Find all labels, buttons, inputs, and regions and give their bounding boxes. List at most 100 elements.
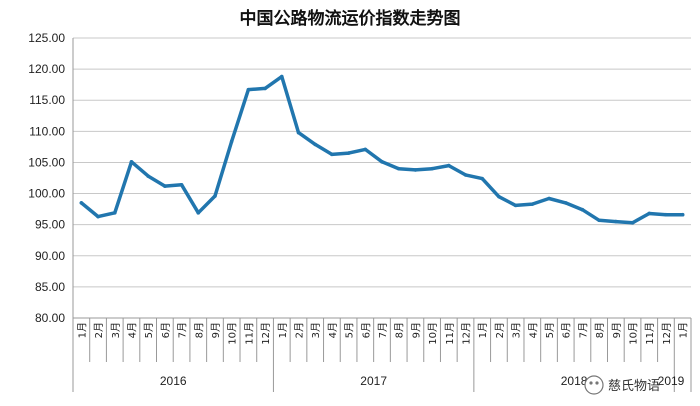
watermark-text: 慈氏物语 [608, 379, 660, 394]
x-tick-label: 7月 [577, 322, 589, 338]
y-tick-label: 80.00 [35, 311, 65, 325]
x-tick-label: 10月 [227, 322, 239, 345]
data-point [213, 194, 217, 198]
y-tick-label: 100.00 [28, 187, 65, 201]
data-point [263, 86, 267, 91]
x-tick-label: 3月 [110, 322, 122, 338]
data-point [346, 151, 351, 155]
series-line [79, 74, 685, 225]
x-tick-label: 10月 [628, 322, 640, 345]
data-point [279, 74, 284, 79]
x-tick-label: 2月 [93, 322, 105, 338]
data-point [563, 201, 568, 205]
data-point [179, 183, 184, 187]
chart-title: 中国公路物流运价指数走势图 [240, 8, 461, 29]
x-tick-label: 4月 [527, 322, 539, 338]
data-point [547, 196, 551, 201]
watermark: 慈氏物语 [584, 375, 660, 395]
x-tick-label: 1月 [76, 322, 88, 338]
x-tick-label: 9月 [210, 322, 222, 338]
data-points [79, 74, 685, 225]
data-point [96, 214, 100, 219]
x-tick-label: 12月 [260, 322, 272, 345]
data-point [112, 211, 117, 215]
data-point [79, 201, 84, 205]
data-point [296, 130, 301, 135]
data-point [430, 166, 434, 171]
wechat-icon-eye [589, 381, 593, 385]
data-point [313, 142, 317, 147]
y-tick-label: 120.00 [28, 62, 65, 76]
x-tick-label: 8月 [193, 322, 205, 338]
data-point [129, 160, 134, 164]
data-point [413, 168, 418, 172]
y-tick-label: 115.00 [29, 93, 65, 107]
data-point [196, 211, 201, 215]
x-tick-label: 11月 [243, 322, 255, 345]
data-point [447, 163, 451, 168]
data-point [497, 194, 501, 199]
x-tick-label: 6月 [561, 322, 573, 338]
data-point [229, 139, 234, 144]
x-tick-label: 7月 [377, 322, 389, 338]
data-point [480, 176, 485, 181]
x-tick-label: 1月 [277, 322, 289, 338]
year-label: 2016 [160, 374, 187, 388]
data-point [330, 152, 334, 157]
x-tick-label: 1月 [477, 322, 489, 338]
data-point [680, 212, 685, 217]
x-tick-label: 7月 [177, 322, 189, 338]
x-tick-label: 12月 [461, 322, 473, 345]
gridlines [73, 37, 691, 319]
wechat-icon [584, 375, 604, 395]
y-tick-label: 85.00 [35, 280, 65, 294]
year-label: 2019 [658, 374, 685, 388]
data-point [647, 211, 652, 216]
x-tick-label: 8月 [594, 322, 606, 338]
wechat-icon-eye [595, 381, 599, 385]
x-tick-label: 2月 [494, 322, 506, 338]
data-point [163, 184, 167, 188]
y-tick-label: 110.00 [29, 124, 65, 138]
year-label: 2018 [561, 374, 588, 388]
x-tick-label: 8月 [394, 322, 406, 338]
x-tick-label: 6月 [160, 322, 172, 338]
x-tick-label: 11月 [444, 322, 456, 345]
x-tick-label: 5月 [544, 322, 556, 338]
data-point [463, 173, 468, 177]
x-axis: 1月 2月 3月 4月 5月 6月 7月 8月 9月 10月 11月 12月 1月 2月 3月 4月 5月 6月 7… [72, 317, 692, 392]
y-tick-label: 105.00 [28, 155, 65, 169]
data-point [614, 219, 618, 224]
year-label: 2017 [360, 374, 387, 388]
x-tick-label: 6月 [360, 322, 372, 338]
y-tick-label: 90.00 [35, 249, 65, 263]
x-tick-label: 1月 [678, 322, 690, 338]
x-tick-label: 4月 [327, 322, 339, 338]
x-tick-label: 3月 [310, 322, 322, 338]
data-point [580, 207, 585, 212]
x-tick-label: 3月 [511, 322, 523, 338]
x-tick-label: 9月 [410, 322, 422, 338]
data-point [246, 87, 251, 92]
data-point [146, 174, 150, 178]
y-tick-label: 125.00 [28, 31, 65, 45]
x-tick-label: 12月 [661, 322, 673, 345]
data-point [664, 212, 668, 217]
x-tick-label: 5月 [143, 322, 155, 338]
x-tick-label: 10月 [427, 322, 439, 345]
y-tick-label: 95.00 [35, 218, 65, 232]
x-tick-label: 9月 [611, 322, 623, 338]
data-point [530, 202, 535, 206]
x-tick-label: 5月 [344, 322, 356, 338]
data-point [363, 147, 368, 152]
data-point [396, 166, 401, 171]
x-tick-label: 11月 [644, 322, 656, 345]
data-point [630, 221, 635, 225]
x-tick-label: 2月 [293, 322, 305, 338]
data-point [380, 160, 384, 164]
data-point [513, 203, 518, 208]
x-tick-label: 4月 [126, 322, 138, 338]
y-axis: 80.00 85.00 90.00 95.00 100.00 105.00 110.00 11… [28, 31, 74, 325]
data-point [597, 218, 601, 223]
